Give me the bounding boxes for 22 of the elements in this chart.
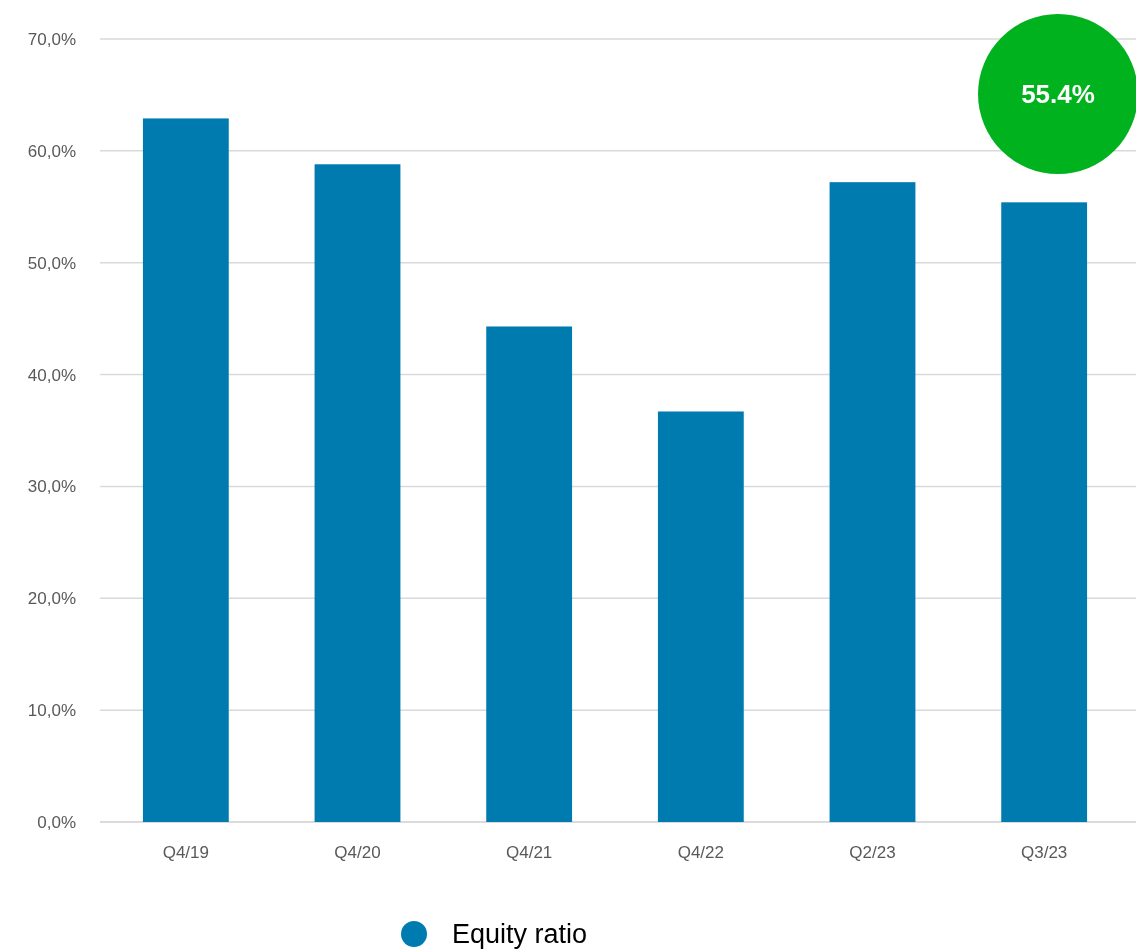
y-tick-label: 40,0% [27, 365, 76, 385]
x-tick-label: Q2/23 [849, 843, 896, 863]
y-tick-label: 50,0% [27, 253, 76, 273]
y-tick-label: 10,0% [27, 701, 76, 721]
legend-label: Equity ratio [452, 919, 588, 950]
annotation: 55.4% [1021, 79, 1095, 110]
x-tick-label: Q4/19 [162, 843, 209, 863]
bar [657, 411, 744, 822]
bar [829, 182, 916, 822]
bar [142, 118, 229, 822]
y-tick-label: 60,0% [27, 141, 76, 161]
y-tick-label: 30,0% [27, 477, 76, 497]
bar [1001, 202, 1088, 822]
bar [486, 326, 573, 822]
y-tick-label: 20,0% [27, 589, 76, 609]
y-tick-label: 0,0% [37, 812, 76, 832]
x-tick-label: Q3/23 [1021, 843, 1068, 863]
x-tick-label: Q4/22 [677, 843, 724, 863]
x-tick-label: Q4/21 [506, 843, 553, 863]
y-tick-label: 70,0% [27, 29, 76, 49]
bar [314, 164, 401, 822]
x-tick-label: Q4/20 [334, 843, 381, 863]
